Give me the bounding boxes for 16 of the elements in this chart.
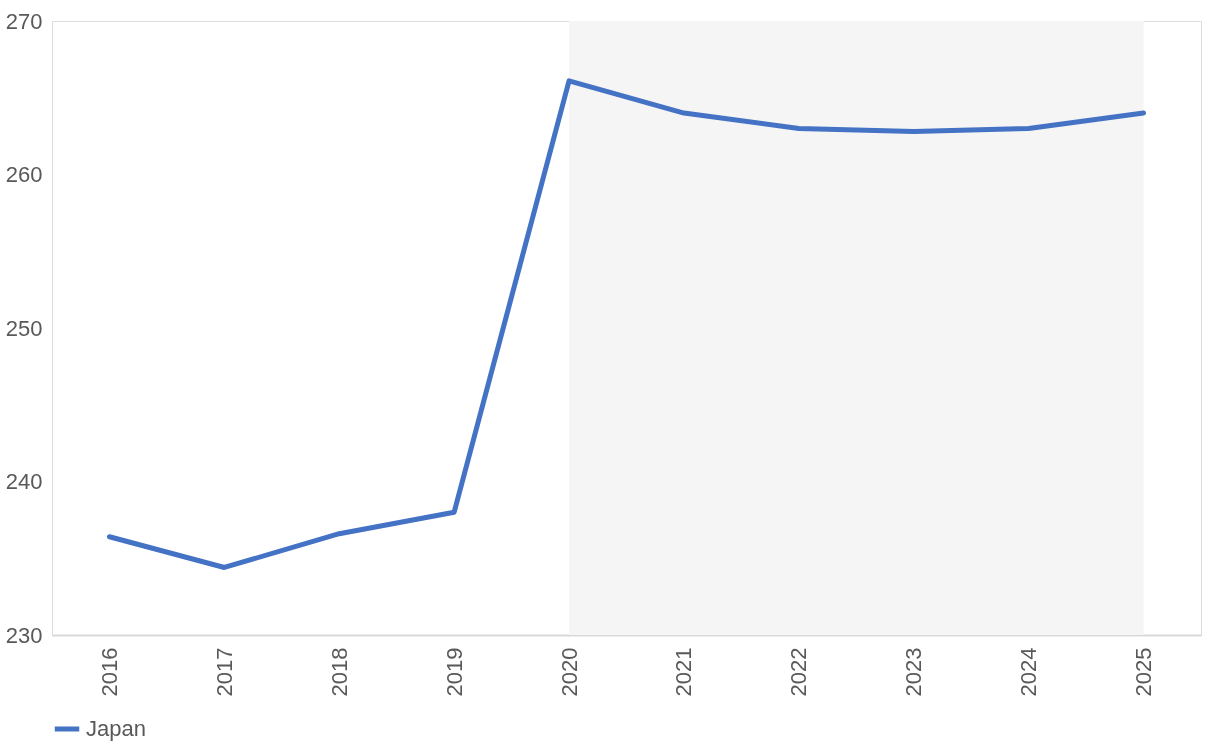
x-tick-label: 2021 — [671, 647, 697, 697]
x-tick-label: 2020 — [556, 647, 582, 697]
x-tick-label: 2024 — [1016, 647, 1042, 697]
x-tick-label: 2016 — [96, 647, 122, 697]
y-tick-label: 240 — [5, 469, 43, 494]
x-tick-label: 2023 — [901, 647, 927, 697]
x-tick-label: 2018 — [326, 647, 352, 697]
y-tick-label: 260 — [5, 162, 43, 187]
x-tick-label: 2017 — [211, 647, 237, 697]
legend-label: Japan — [86, 716, 146, 741]
x-tick-label: 2022 — [786, 647, 812, 697]
x-tick-label: 2025 — [1131, 647, 1157, 697]
y-tick-label: 230 — [5, 622, 43, 648]
y-tick-label: 250 — [5, 315, 43, 341]
y-tick-label: 270 — [5, 8, 43, 34]
x-tick-label: 2019 — [441, 647, 467, 697]
